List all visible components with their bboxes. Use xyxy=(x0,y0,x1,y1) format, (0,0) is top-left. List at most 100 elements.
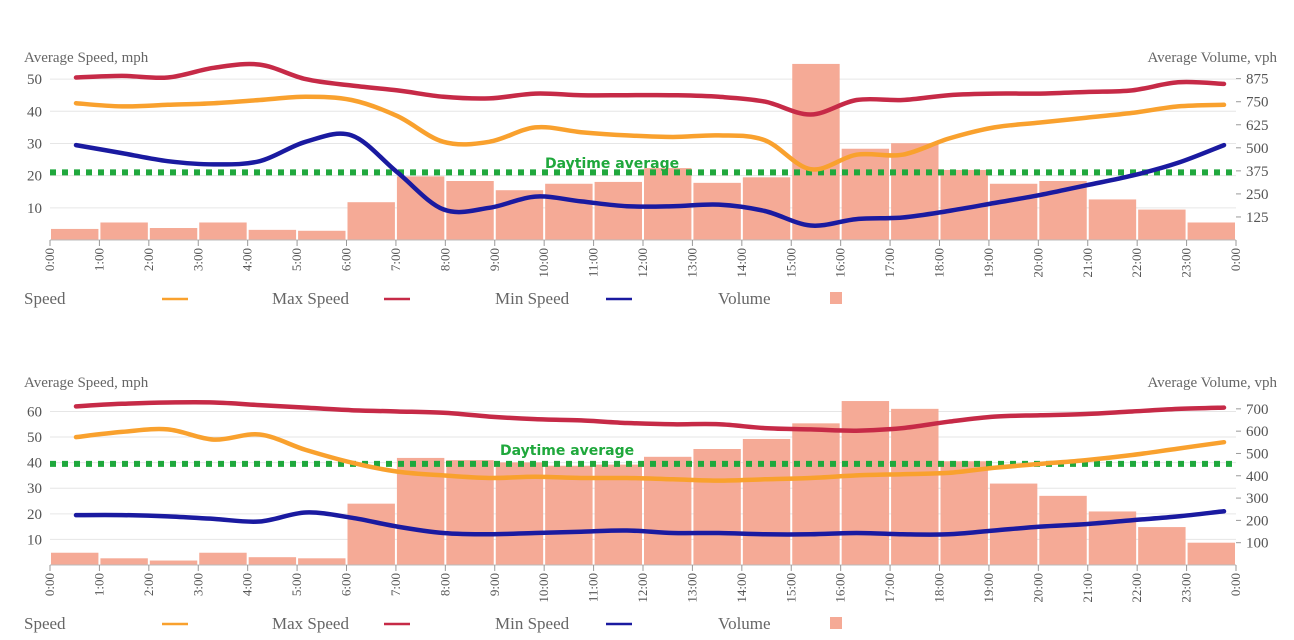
left-tick-label: 60 xyxy=(27,404,42,420)
x-tick-label: 20:00 xyxy=(1030,573,1045,603)
x-tick-label: 0:00 xyxy=(42,248,57,271)
volume-bar xyxy=(1187,542,1235,565)
volume-bar xyxy=(100,558,148,565)
right-axis-title: Average Volume, vph xyxy=(1147,375,1277,391)
left-tick-label: 40 xyxy=(27,104,42,120)
left-tick-label: 50 xyxy=(27,72,42,88)
x-tick-label: 0:00 xyxy=(1228,573,1243,596)
x-tick-label: 6:00 xyxy=(339,573,354,596)
left-tick-label: 30 xyxy=(27,136,42,152)
x-tick-label: 11:00 xyxy=(586,248,601,277)
volume-bar xyxy=(1039,495,1087,565)
volume-bar xyxy=(545,183,593,240)
x-tick-label: 10:00 xyxy=(536,248,551,278)
daytime-average-label: Daytime average xyxy=(500,443,634,459)
x-tick-label: 18:00 xyxy=(932,248,947,278)
volume-bar xyxy=(149,560,198,565)
speed-line xyxy=(73,94,1227,172)
volume-bar xyxy=(100,222,148,240)
x-tick-label: 14:00 xyxy=(734,573,749,603)
left-tick-label: 50 xyxy=(27,430,42,446)
x-tick-label: 13:00 xyxy=(684,573,699,603)
volume-bar xyxy=(841,148,890,240)
legend-item-max-speed[interactable]: Max Speed xyxy=(272,289,410,308)
chart-top: Average Speed, mph Average Volume, vph 10 2… xyxy=(24,50,1277,308)
right-tick-label: 125 xyxy=(1246,210,1269,226)
x-tick-label: 18:00 xyxy=(932,573,947,603)
x-tick-label: 12:00 xyxy=(635,573,650,603)
x-tick-label: 19:00 xyxy=(981,248,996,278)
x-tick-label: 2:00 xyxy=(141,573,156,596)
right-axis-title: Average Volume, vph xyxy=(1147,50,1277,66)
volume-bar xyxy=(742,438,791,565)
left-tick-label: 10 xyxy=(27,201,42,217)
right-tick-label: 100 xyxy=(1246,536,1269,552)
min-speed-line xyxy=(73,131,1227,228)
volume-bar xyxy=(989,483,1038,565)
x-tick-label: 4:00 xyxy=(240,573,255,596)
legend-item-speed[interactable]: Speed xyxy=(24,289,188,308)
right-tick-label: 400 xyxy=(1246,469,1269,485)
x-tick-label: 0:00 xyxy=(1228,248,1243,271)
volume-bar xyxy=(298,558,346,565)
left-tick-label: 40 xyxy=(27,456,42,472)
right-tick-label: 375 xyxy=(1246,164,1269,180)
x-tick-label: 3:00 xyxy=(190,573,205,596)
volume-bar xyxy=(693,449,741,565)
volume-bar xyxy=(891,143,939,240)
x-tick-label: 23:00 xyxy=(1179,248,1194,278)
volume-bar xyxy=(248,557,297,565)
x-tick-label: 16:00 xyxy=(833,573,848,603)
volume-bar xyxy=(545,465,593,565)
legend-item-min-speed[interactable]: Min Speed xyxy=(495,614,632,633)
volume-bar xyxy=(199,222,247,240)
legend-swatch-volume xyxy=(830,292,842,304)
x-tick-label: 21:00 xyxy=(1080,248,1095,278)
volume-bar xyxy=(693,182,741,240)
volume-bar xyxy=(841,401,890,565)
min-speed-line xyxy=(73,509,1227,537)
left-tick-label: 30 xyxy=(27,481,42,497)
volume-bar xyxy=(347,202,395,240)
legend-item-max-speed[interactable]: Max Speed xyxy=(272,614,410,633)
legend-item-speed[interactable]: Speed xyxy=(24,614,188,633)
legend-label: Volume xyxy=(718,289,771,308)
volume-bar xyxy=(792,423,840,565)
volume-bar xyxy=(594,181,642,240)
volume-bar xyxy=(594,464,642,565)
x-tick-label: 15:00 xyxy=(783,248,798,278)
x-tick-label: 8:00 xyxy=(437,573,452,596)
x-tick-label: 1:00 xyxy=(91,248,106,271)
legend-label: Max Speed xyxy=(272,614,349,633)
x-tick-label: 6:00 xyxy=(339,248,354,271)
volume-bar xyxy=(149,228,198,240)
legend-label: Volume xyxy=(718,614,771,633)
x-tick-label: 0:00 xyxy=(42,573,57,596)
right-tick-label: 300 xyxy=(1246,491,1269,507)
x-tick-label: 9:00 xyxy=(487,248,502,271)
volume-bar xyxy=(1187,222,1235,240)
right-tick-label: 875 xyxy=(1246,72,1269,88)
x-tick-label: 5:00 xyxy=(289,573,304,596)
x-tick-label: 9:00 xyxy=(487,573,502,596)
x-tick-label: 15:00 xyxy=(783,573,798,603)
left-tick-label: 20 xyxy=(27,169,42,185)
x-tick-label: 5:00 xyxy=(289,248,304,271)
legend-label: Speed xyxy=(24,614,66,633)
volume-bar xyxy=(1088,199,1137,240)
x-tick-label: 3:00 xyxy=(190,248,205,271)
legend-item-volume[interactable]: Volume xyxy=(718,289,842,308)
right-tick-label: 500 xyxy=(1246,141,1269,157)
right-tick-label: 200 xyxy=(1246,513,1269,529)
x-tick-label: 10:00 xyxy=(536,573,551,603)
volume-bar xyxy=(891,408,939,565)
legend-item-volume[interactable]: Volume xyxy=(718,614,842,633)
legend-item-min-speed[interactable]: Min Speed xyxy=(495,289,632,308)
volume-bar xyxy=(940,461,988,565)
left-axis-title: Average Speed, mph xyxy=(24,375,149,391)
left-tick-label: 10 xyxy=(27,532,42,548)
x-tick-label: 23:00 xyxy=(1179,573,1194,603)
right-tick-label: 750 xyxy=(1246,95,1269,111)
speed-line xyxy=(73,426,1227,483)
right-tick-label: 625 xyxy=(1246,118,1269,134)
